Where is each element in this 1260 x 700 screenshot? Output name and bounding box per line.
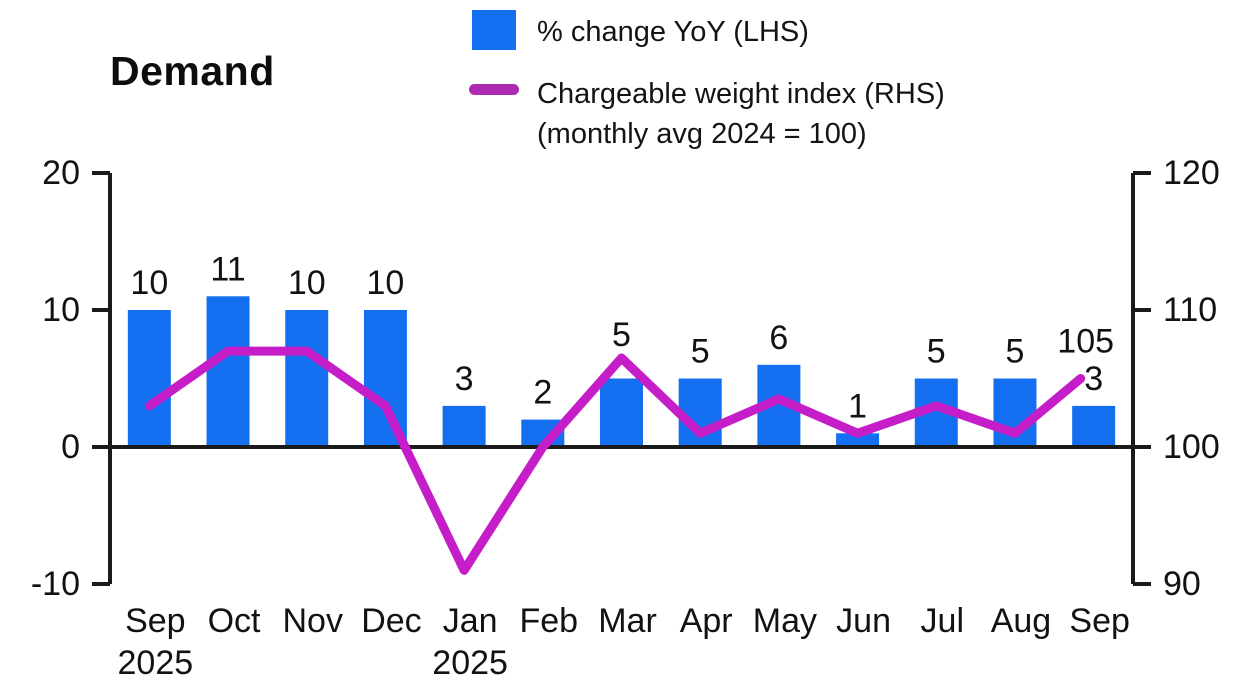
right-tick-label-110: 110	[1163, 291, 1217, 329]
x-label-10-jul: Jul	[921, 602, 964, 640]
bar-2-nov	[285, 310, 329, 447]
x-year-label-0: 2025	[118, 644, 194, 682]
x-label-11-aug: Aug	[991, 602, 1052, 640]
x-year-label-4: 2025	[432, 644, 508, 682]
x-label-6-mar: Mar	[598, 602, 657, 640]
bar-12-sep	[1072, 405, 1116, 447]
bar-3-dec	[363, 310, 407, 447]
bar-label-1: 11	[210, 250, 245, 288]
legend-line-label-block: Chargeable weight index (RHS) (monthly a…	[537, 74, 945, 154]
bar-label-9: 1	[848, 387, 867, 425]
x-label-3-dec: Dec	[361, 602, 421, 640]
x-label-4-jan: Jan	[443, 602, 498, 640]
legend-bar-swatch-icon	[472, 10, 516, 50]
bar-label-8: 6	[769, 319, 788, 357]
bar-6-mar	[600, 378, 643, 447]
right-tick-label-100: 100	[1163, 428, 1220, 466]
bar-label-5: 2	[533, 374, 552, 412]
x-label-5-feb: Feb	[520, 602, 579, 640]
bar-label-2: 10	[288, 264, 326, 302]
x-label-8-may: May	[753, 602, 817, 640]
bar-label-11: 5	[1006, 333, 1025, 371]
bar-label-6: 5	[612, 316, 631, 354]
left-tick-label-10: 10	[42, 291, 80, 329]
x-label-0-sep: Sep	[125, 602, 186, 640]
chargeable-weight-index-line	[144, 346, 1086, 575]
bar-label-3: 10	[367, 264, 405, 302]
left-tick-label--10: -10	[31, 565, 80, 603]
x-label-2-nov: Nov	[282, 602, 342, 640]
x-label-9-jun: Jun	[836, 602, 891, 640]
bar-label-7: 5	[691, 333, 710, 371]
right-tick-label-120: 120	[1163, 154, 1220, 192]
bar-label-0: 10	[130, 264, 168, 302]
bar-label-10: 5	[927, 333, 946, 371]
bar-1-oct	[206, 296, 250, 447]
bar-9-jun	[836, 433, 880, 447]
legend-line-sublabel: (monthly avg 2024 = 100)	[537, 118, 867, 150]
legend-line-swatch-icon	[469, 84, 519, 95]
x-label-12-sep: Sep	[1069, 602, 1130, 640]
x-label-7-apr: Apr	[680, 602, 733, 640]
bar-label-4: 3	[455, 360, 474, 398]
left-tick-label-0: 0	[61, 428, 80, 466]
x-label-1-oct: Oct	[208, 602, 261, 640]
bar-4-jan	[442, 405, 486, 447]
bar-label-12: 3	[1084, 360, 1103, 398]
right-tick-label-90: 90	[1163, 565, 1201, 603]
legend-line-label: Chargeable weight index (RHS)	[537, 78, 945, 110]
chart-title: Demand	[110, 48, 275, 94]
bar-0-sep	[127, 310, 171, 447]
line-end-label: 105	[1057, 323, 1114, 361]
left-tick-label-20: 20	[42, 154, 80, 192]
legend-bar-label: % change YoY (LHS)	[537, 16, 809, 48]
